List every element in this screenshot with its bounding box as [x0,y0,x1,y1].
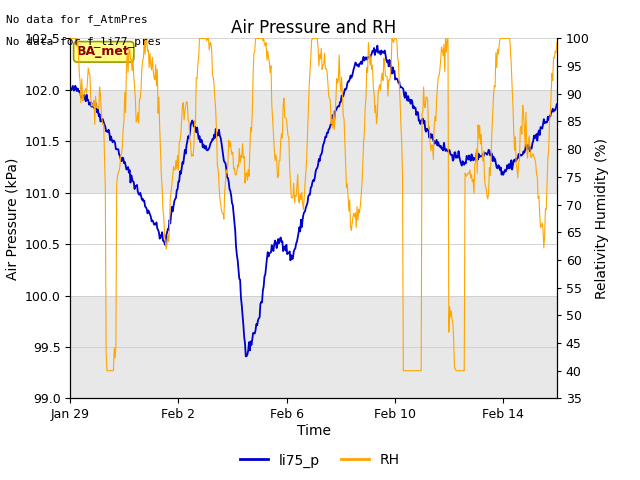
Text: BA_met: BA_met [77,45,130,59]
Text: No data for f_AtmPres: No data for f_AtmPres [6,14,148,25]
Y-axis label: Air Pressure (kPa): Air Pressure (kPa) [5,157,19,279]
Text: No data for f_li77_pres: No data for f_li77_pres [6,36,162,47]
Legend: li75_p, RH: li75_p, RH [235,448,405,473]
X-axis label: Time: Time [296,424,331,438]
Bar [70,296,557,398]
Title: Air Pressure and RH: Air Pressure and RH [231,19,396,37]
Y-axis label: Relativity Humidity (%): Relativity Humidity (%) [595,138,609,299]
Bar [70,90,557,192]
